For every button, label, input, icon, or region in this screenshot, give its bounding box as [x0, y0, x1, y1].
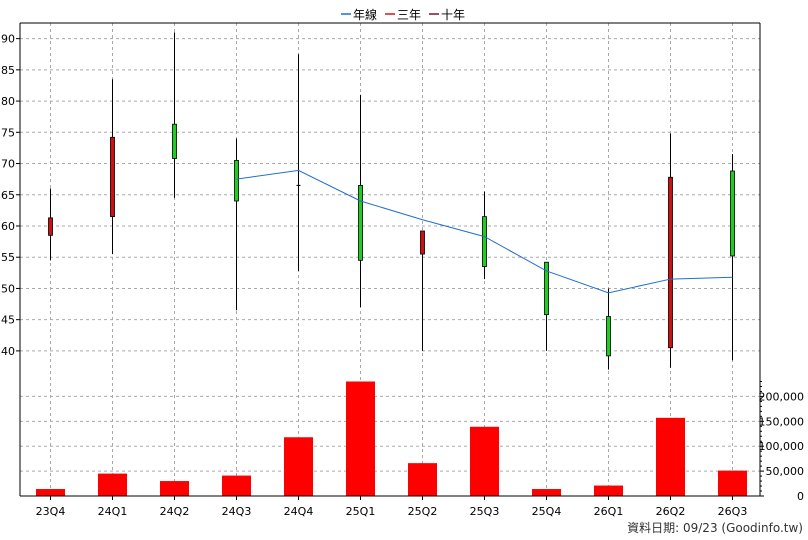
legend-label: 十年 [441, 8, 465, 22]
volume-tick-label: 150,000 [759, 415, 805, 428]
volume-bar [470, 426, 499, 496]
candle-body [730, 170, 735, 257]
x-tick-label: 25Q1 [346, 505, 376, 518]
volume-tick-label: 50,000 [766, 465, 805, 478]
price-grid [20, 23, 760, 496]
x-tick-label: 24Q3 [222, 505, 252, 518]
candle-body [606, 316, 611, 357]
x-tick-label: 26Q3 [718, 505, 748, 518]
candle-body [544, 261, 549, 316]
axis-labels: 40 45 50 55 60 65 70 75 80 85 90 0 50,000 100,000 150,… [1, 33, 804, 518]
x-tick-label: 24Q1 [98, 505, 128, 518]
axes [19, 22, 761, 497]
volume-bar [222, 475, 251, 496]
x-tick-label: 25Q3 [470, 505, 500, 518]
volume-bar [284, 437, 313, 496]
price-tick-label: 40 [1, 345, 15, 358]
price-tick-label: 60 [1, 220, 15, 233]
candle-body [358, 184, 363, 261]
volume-tick-label: 100,000 [759, 440, 805, 453]
candle-body [482, 216, 487, 267]
volume-grid [20, 395, 760, 472]
volume-bar [160, 481, 189, 496]
price-tick-label: 45 [1, 314, 15, 327]
price-tick-label: 50 [1, 282, 15, 295]
footer-date-source: 資料日期: 09/23 (Goodinfo.tw) [627, 521, 803, 535]
price-tick-label: 70 [1, 158, 15, 171]
price-tick-label: 85 [1, 64, 15, 77]
volume-bar [408, 463, 437, 496]
volume-bar [36, 489, 65, 496]
price-tick-label: 80 [1, 95, 15, 108]
candle-body [420, 230, 425, 255]
candle-body [668, 176, 673, 349]
volume-bar [98, 473, 127, 496]
volume-bars [36, 381, 747, 496]
candle-body [172, 123, 177, 159]
x-tick-label: 25Q4 [532, 505, 562, 518]
x-tick-label: 26Q2 [656, 505, 686, 518]
volume-bar [718, 470, 747, 496]
legend-label: 三年 [397, 8, 421, 22]
volume-bar [656, 417, 685, 496]
volume-bar [532, 489, 561, 496]
x-tick-label: 26Q1 [594, 505, 624, 518]
year-line [236, 169, 733, 294]
candle-body [234, 160, 239, 202]
volume-tick-label: 0 [797, 490, 804, 503]
price-tick-label: 75 [1, 126, 15, 139]
x-tick-label: 23Q4 [36, 505, 66, 518]
volume-tick-label: 200,000 [759, 390, 805, 403]
x-tick-label: 24Q4 [284, 505, 314, 518]
price-tick-label: 55 [1, 251, 15, 264]
legend: 年線 三年 十年 [341, 7, 465, 22]
price-tick-label: 65 [1, 189, 15, 202]
year-line-path [236, 169, 733, 294]
x-tick-label: 25Q2 [408, 505, 438, 518]
volume-bar [346, 381, 375, 496]
volume-bar [594, 485, 623, 496]
x-tick-label: 24Q2 [160, 505, 190, 518]
price-tick-label: 90 [1, 33, 15, 46]
candles [48, 32, 735, 370]
candle-body [48, 217, 53, 236]
candle-body [110, 136, 115, 218]
legend-label: 年線 [353, 7, 377, 22]
